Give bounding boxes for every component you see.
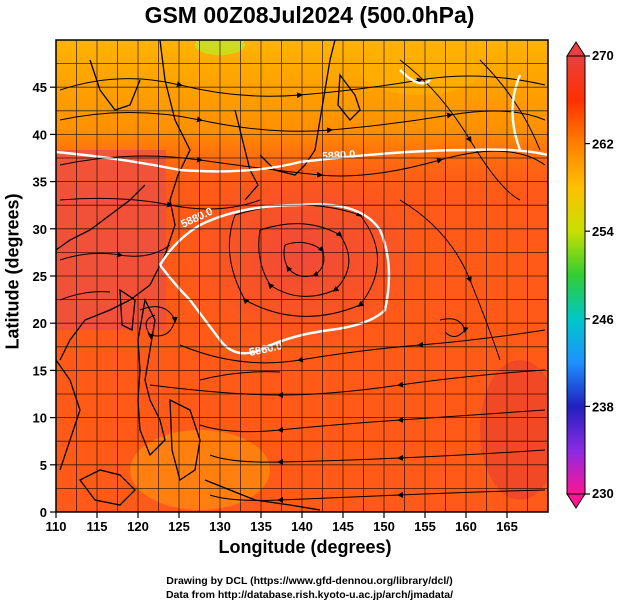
colorbar-tick-label: 238 <box>592 399 614 414</box>
x-tick-label: 135 <box>250 519 272 534</box>
colorbar-bottom-arrow <box>566 493 586 509</box>
x-tick-label: 145 <box>332 519 354 534</box>
contour-5880 <box>56 69 548 355</box>
y-tick-label: 25 <box>33 269 47 284</box>
credit-data-source: Data from http://database.rish.kyoto-u.a… <box>165 589 454 601</box>
colorbar-tick-label: 254 <box>592 224 614 239</box>
y-tick-label: 10 <box>33 411 47 426</box>
x-tick-label: 155 <box>414 519 436 534</box>
contour-label: 5880.0 <box>321 149 355 163</box>
colorbar-tick-label: 270 <box>592 48 614 63</box>
x-tick-label: 115 <box>87 519 108 534</box>
credit-dcl: Drawing by DCL (https://www.gfd-dennou.o… <box>166 575 453 587</box>
x-tick-label: 160 <box>455 519 477 534</box>
x-tick-label: 125 <box>168 519 190 534</box>
x-tick-label: 150 <box>373 519 395 534</box>
colorbar-scale <box>566 55 586 495</box>
y-axis-ticks: 0 5 10 15 20 25 30 35 40 45 <box>33 80 56 520</box>
y-tick-label: 30 <box>33 222 47 237</box>
colorbar-tick-label: 262 <box>592 137 614 152</box>
colorbar: 270 262 254 246 238 230 <box>566 41 614 509</box>
y-tick-label: 40 <box>33 127 47 142</box>
graticule <box>56 40 548 512</box>
x-tick-label: 120 <box>127 519 149 534</box>
x-tick-label: 140 <box>291 519 313 534</box>
colorbar-tick-label: 230 <box>592 486 614 501</box>
y-tick-label: 20 <box>33 316 47 331</box>
wind-streamlines <box>59 59 546 503</box>
colorbar-top-arrow <box>566 41 586 57</box>
x-axis-label: Longitude (degrees) <box>218 537 392 557</box>
x-tick-label: 110 <box>46 519 67 534</box>
y-tick-label: 5 <box>40 458 47 473</box>
colorbar-tick-label: 246 <box>592 312 614 327</box>
y-tick-label: 15 <box>33 363 47 378</box>
x-axis-ticks: 110 115 120 125 130 135 140 145 150 155 160 165 <box>46 512 518 534</box>
y-tick-label: 35 <box>33 175 47 190</box>
x-tick-label: 165 <box>496 519 518 534</box>
x-tick-label: 130 <box>209 519 231 534</box>
y-tick-label: 0 <box>40 505 47 520</box>
map-title: GSM 00Z08Jul2024 (500.0hPa) <box>144 2 475 28</box>
y-tick-label: 45 <box>33 80 47 95</box>
temperature-field <box>56 40 548 512</box>
